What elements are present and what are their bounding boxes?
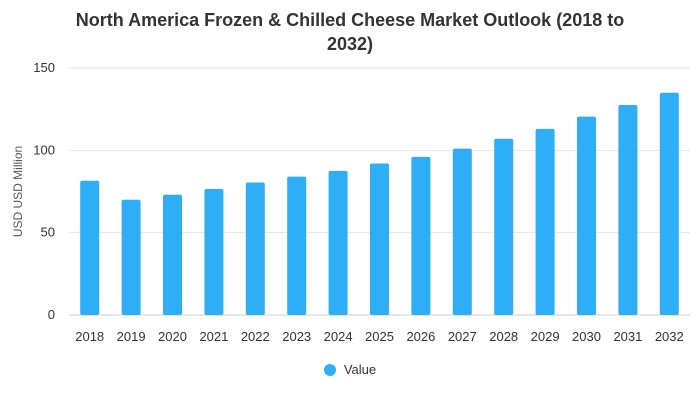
bar-2032[interactable]: [659, 92, 679, 315]
bar-2029[interactable]: [535, 128, 555, 315]
bar-2024[interactable]: [328, 170, 348, 315]
bar-2027[interactable]: [452, 148, 472, 315]
y-tick-label: 50: [41, 225, 55, 240]
bar-2021[interactable]: [204, 189, 224, 315]
x-tick-label: 2024: [324, 329, 353, 344]
chart-title-line-2: 2032): [326, 34, 374, 54]
x-tick-label: 2032: [655, 329, 684, 344]
bar-2026[interactable]: [411, 156, 431, 315]
x-tick-label: 2029: [531, 329, 560, 344]
legend-item-value[interactable]: Value: [323, 362, 377, 377]
bar-2028[interactable]: [494, 138, 514, 315]
chart-title-line-1: North America Frozen & Chilled Cheese Ma…: [75, 10, 625, 30]
x-tick-label: 2027: [448, 329, 477, 344]
y-tick-label: 150: [33, 60, 55, 75]
legend: Value: [0, 362, 700, 379]
bar-2019[interactable]: [121, 199, 141, 315]
x-tick-label: 2019: [117, 329, 146, 344]
bar-2022[interactable]: [245, 182, 265, 315]
x-tick-label: 2026: [406, 329, 435, 344]
bar-2025[interactable]: [370, 163, 389, 315]
legend-label: Value: [343, 362, 377, 377]
x-tick-label: 2030: [572, 329, 601, 344]
x-tick-label: 2028: [489, 329, 518, 344]
y-tick-label: 0: [48, 307, 55, 322]
x-tick-label: 2031: [613, 329, 642, 344]
bar-2018[interactable]: [80, 180, 100, 315]
bar-2023[interactable]: [287, 176, 307, 315]
chart-title: North America Frozen & Chilled Cheese Ma…: [0, 8, 700, 56]
x-tick-label: 2020: [158, 329, 187, 344]
y-axis-label: USD USD Million: [11, 146, 25, 237]
x-tick-label: 2018: [75, 329, 104, 344]
y-tick-label: 100: [33, 142, 55, 157]
legend-swatch: [323, 363, 336, 376]
bar-2030[interactable]: [577, 116, 596, 316]
x-tick-label: 2022: [241, 329, 270, 344]
bar-2020[interactable]: [163, 194, 182, 315]
x-tick-label: 2021: [199, 329, 228, 344]
x-tick-label: 2023: [282, 329, 311, 344]
x-tick-label: 2025: [365, 329, 394, 344]
bar-2031[interactable]: [618, 105, 638, 315]
